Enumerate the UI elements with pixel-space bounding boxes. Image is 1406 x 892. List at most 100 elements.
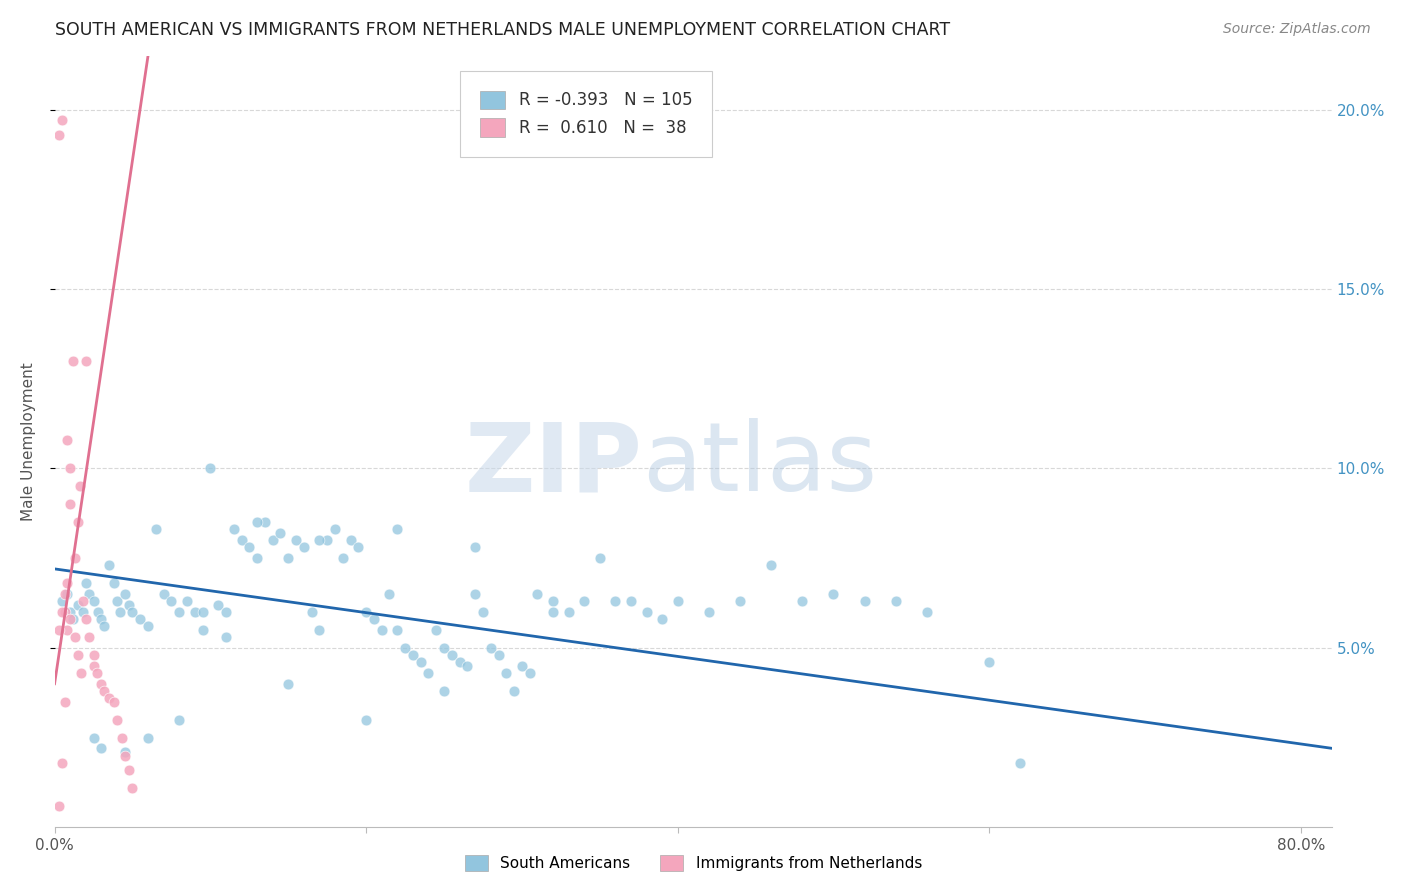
Point [66,598,89,612]
Point [915,605,938,619]
Point [48,128,70,142]
Point [370,623,392,637]
Point [472,605,495,619]
Point [262,533,284,548]
Point [93,619,115,633]
Point [323,523,346,537]
Point [51,113,73,128]
Point [83,658,105,673]
Point [75,612,97,626]
Point [83,731,105,745]
Point [409,655,432,669]
Point [167,605,190,619]
Point [605,594,627,608]
Point [378,587,401,601]
Point [488,648,510,662]
Point [103,695,125,709]
Point [83,594,105,608]
Point [347,541,370,555]
Point [574,594,596,608]
Point [541,605,564,619]
Point [62,612,84,626]
Point [402,648,425,662]
Text: atlas: atlas [643,418,877,511]
Point [433,684,456,698]
Point [464,541,486,555]
Point [666,594,689,608]
Point [105,713,128,727]
Point [66,648,89,662]
Point [93,684,115,698]
Point [418,665,440,680]
Point [541,594,564,608]
Point [464,587,486,601]
Point [200,461,222,475]
Point [449,655,471,669]
Point [339,533,361,548]
Legend: South Americans, Immigrants from Netherlands: South Americans, Immigrants from Netherl… [458,848,928,878]
Point [277,551,299,566]
Point [440,648,463,662]
Point [620,594,643,608]
Point [853,594,876,608]
Point [222,523,245,537]
Point [136,731,159,745]
Point [56,576,79,591]
Point [589,551,612,566]
Point [72,605,94,619]
Text: Source: ZipAtlas.com: Source: ZipAtlas.com [1223,22,1371,37]
Text: ZIP: ZIP [464,418,643,511]
Point [145,523,167,537]
Point [83,648,105,662]
Point [48,623,70,637]
Point [69,479,91,493]
Point [979,655,1001,669]
Point [56,433,79,447]
Point [1010,756,1032,770]
Point [363,612,385,626]
Point [59,612,82,626]
Text: SOUTH AMERICAN VS IMMIGRANTS FROM NETHERLANDS MALE UNEMPLOYMENT CORRELATION CHAR: SOUTH AMERICAN VS IMMIGRANTS FROM NETHER… [55,21,949,39]
Point [48,798,70,813]
Point [269,526,291,541]
Point [191,623,214,637]
Point [823,587,845,601]
Point [63,551,86,566]
Point [114,587,136,601]
Point [728,594,751,608]
Point [72,594,94,608]
Point [167,713,190,727]
Point [51,756,73,770]
Point [90,612,112,626]
Point [316,533,339,548]
Point [114,745,136,759]
Point [51,605,73,619]
Point [246,551,269,566]
Point [495,665,517,680]
Point [231,533,253,548]
Point [510,658,533,673]
Point [479,640,502,655]
Point [308,623,330,637]
Point [215,630,238,644]
Point [285,533,308,548]
Point [114,748,136,763]
Point [55,605,77,619]
Point [519,665,541,680]
Point [354,605,377,619]
Point [636,605,658,619]
Point [90,677,112,691]
Point [129,612,152,626]
Point [557,605,579,619]
Point [87,605,110,619]
Point [66,515,89,529]
Point [108,605,131,619]
Point [118,763,141,777]
Point [207,598,229,612]
Point [160,594,183,608]
Point [184,605,207,619]
Point [246,515,269,529]
Point [121,605,143,619]
Point [394,640,416,655]
Point [651,612,673,626]
